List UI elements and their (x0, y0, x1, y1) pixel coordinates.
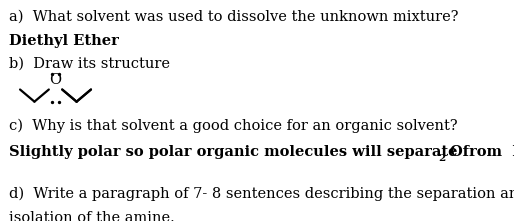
Text: O: O (449, 145, 462, 159)
Text: a)  What solvent was used to dissolve the unknown mixture?: a) What solvent was used to dissolve the… (9, 10, 459, 24)
Text: O: O (49, 73, 62, 87)
Text: Slightly polar so polar organic molecules will separate from  H: Slightly polar so polar organic molecule… (9, 145, 514, 159)
Text: b)  Draw its structure: b) Draw its structure (9, 56, 170, 70)
Text: isolation of the amine.: isolation of the amine. (9, 211, 175, 221)
Text: d)  Write a paragraph of 7- 8 sentences describing the separation and: d) Write a paragraph of 7- 8 sentences d… (9, 187, 514, 201)
Text: c)  Why is that solvent a good choice for an organic solvent?: c) Why is that solvent a good choice for… (9, 118, 458, 133)
Text: Diethyl Ether: Diethyl Ether (9, 34, 119, 48)
Text: 2: 2 (438, 154, 446, 163)
